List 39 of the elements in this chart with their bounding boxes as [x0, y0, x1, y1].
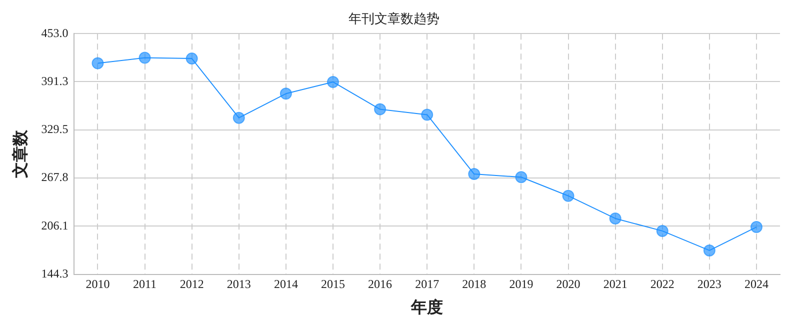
x-tick-label: 2019	[509, 276, 534, 291]
y-tick-label: 329.5	[41, 122, 68, 136]
x-tick-label: 2016	[368, 276, 392, 291]
point	[750, 221, 762, 234]
x-axis-title: 年度	[410, 298, 444, 317]
x-tick-label: 2024	[744, 276, 768, 291]
x-tick-label: 2010	[86, 276, 110, 291]
x-tick-label: 2018	[462, 276, 486, 291]
x-tick-label: 2021	[603, 276, 628, 291]
point	[421, 108, 434, 121]
point	[326, 76, 339, 88]
point	[562, 190, 574, 202]
point	[703, 244, 716, 256]
point	[186, 52, 198, 65]
point	[468, 168, 480, 180]
point	[138, 52, 151, 64]
point	[609, 212, 622, 224]
x-tick-label: 2012	[180, 276, 204, 291]
point	[232, 112, 245, 124]
x-tick-label: 2014	[274, 276, 298, 291]
y-tick-label: 267.8	[41, 170, 68, 184]
y-tick-label: 453.0	[41, 26, 68, 40]
x-tick-label: 2013	[226, 276, 251, 291]
x-tick-label: 2015	[320, 276, 345, 291]
x-tick-label: 2017	[415, 276, 440, 291]
x-tick-label: 2023	[697, 276, 722, 291]
x-tick-label: 2022	[650, 276, 674, 291]
point	[280, 88, 292, 100]
x-tick-label: 2011	[133, 276, 157, 291]
y-tick-label: 206.1	[41, 218, 68, 232]
x-tick-label: 2020	[556, 276, 580, 291]
point	[92, 57, 104, 70]
y-tick-label: 144.3	[41, 266, 68, 281]
chart-title: 年刊文章数趋势	[348, 11, 440, 26]
point	[515, 171, 528, 184]
point	[656, 224, 668, 237]
y-tick-label: 391.3	[41, 74, 68, 88]
y-axis-title: 文章数	[12, 129, 30, 179]
point	[374, 103, 386, 116]
